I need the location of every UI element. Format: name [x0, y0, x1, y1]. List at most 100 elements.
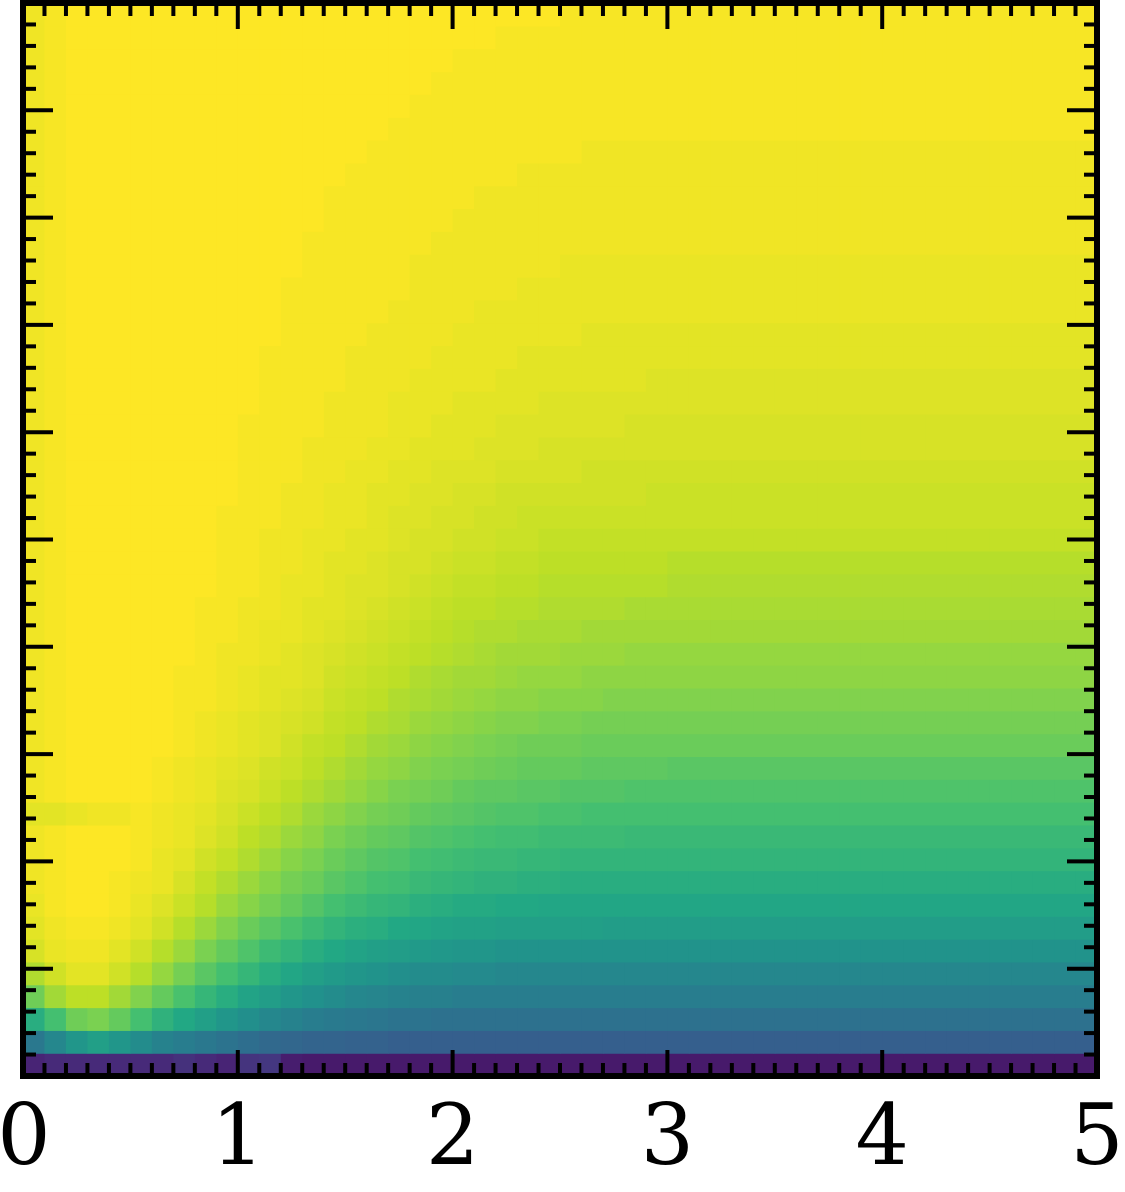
heatmap-cell — [452, 139, 475, 164]
heatmap-cell — [538, 687, 561, 712]
heatmap-cell — [173, 231, 196, 255]
heatmap-cell — [667, 596, 690, 620]
heatmap-cell — [753, 687, 776, 712]
heatmap-cell — [431, 893, 454, 917]
heatmap-cell — [495, 208, 518, 232]
heatmap-cell — [968, 1007, 991, 1031]
heatmap-cell — [989, 687, 1012, 712]
heatmap-cell — [280, 824, 303, 849]
heatmap-cell — [345, 916, 368, 940]
heatmap-cell — [237, 117, 260, 141]
heatmap-cell — [302, 824, 325, 849]
heatmap-cell — [1054, 482, 1077, 506]
heatmap-cell — [925, 162, 948, 187]
heatmap-cell — [602, 459, 626, 484]
heatmap-cell — [130, 573, 153, 598]
plot-frame — [20, 0, 1100, 1079]
heatmap-cell — [796, 642, 819, 666]
heatmap-cell — [731, 961, 754, 986]
heatmap-cell — [323, 139, 346, 164]
heatmap-cell — [65, 687, 89, 712]
heatmap-cell — [517, 391, 540, 415]
heatmap-cell — [216, 939, 239, 963]
heatmap-cell — [108, 276, 131, 301]
heatmap-cell — [87, 185, 110, 210]
heatmap-cell — [817, 779, 840, 803]
heatmap-cell — [1054, 802, 1077, 826]
heatmap-cell — [452, 870, 475, 894]
heatmap-cell — [474, 916, 497, 940]
heatmap-cell — [366, 482, 389, 506]
heatmap-cell — [688, 391, 711, 415]
heatmap-cell — [817, 916, 840, 940]
heatmap-cell — [581, 94, 604, 118]
heatmap-cell — [667, 254, 690, 278]
heatmap-cell — [989, 824, 1012, 849]
heatmap-cell — [968, 870, 991, 894]
heatmap-cell — [495, 299, 518, 324]
heatmap-cell — [23, 322, 46, 347]
heatmap-cell — [731, 391, 754, 415]
heatmap-cell — [1054, 231, 1077, 255]
heatmap-cell — [581, 756, 604, 780]
heatmap-cell — [345, 1030, 368, 1054]
heatmap-cell — [87, 368, 110, 392]
heatmap-cell — [860, 893, 883, 917]
heatmap-cell — [366, 733, 389, 757]
heatmap-cell — [817, 802, 840, 826]
heatmap-cell — [989, 459, 1012, 484]
heatmap-cell — [173, 413, 196, 438]
heatmap-cell — [817, 94, 840, 118]
heatmap-cell — [817, 48, 840, 73]
heatmap-cell — [1011, 528, 1034, 552]
heatmap-cell — [87, 3, 110, 27]
heatmap-cell — [903, 665, 926, 689]
heatmap-cell — [194, 733, 217, 757]
heatmap-cell — [495, 1053, 518, 1077]
heatmap-cell — [44, 117, 67, 141]
heatmap-cell — [581, 299, 604, 324]
heatmap-cell — [65, 231, 89, 255]
heatmap-cell — [65, 802, 89, 826]
heatmap-cell — [667, 413, 690, 438]
heatmap-cell — [173, 436, 196, 461]
heatmap-cell — [538, 1030, 561, 1054]
heatmap-cell — [946, 573, 969, 598]
heatmap-cell — [946, 642, 969, 666]
heatmap-cell — [517, 939, 540, 963]
heatmap-cell — [1032, 391, 1055, 415]
heatmap-cell — [774, 710, 797, 735]
heatmap-cell — [624, 71, 647, 95]
heatmap-cell — [108, 231, 131, 255]
heatmap-cell — [645, 824, 668, 849]
heatmap-cell — [903, 185, 926, 210]
heatmap-cell — [839, 573, 862, 598]
heatmap-cell — [731, 528, 754, 552]
heatmap-cell — [108, 528, 131, 552]
heatmap-cell — [23, 117, 46, 141]
heatmap-cell — [173, 505, 196, 529]
heatmap-cell — [624, 779, 647, 803]
heatmap-cell — [560, 573, 583, 598]
heatmap-cell — [431, 550, 454, 575]
heatmap-cell — [946, 368, 969, 392]
heatmap-cell — [946, 48, 969, 73]
heatmap-cell — [731, 48, 754, 73]
heatmap-cell — [1075, 665, 1098, 689]
heatmap-cell — [624, 48, 647, 73]
heatmap-cell — [624, 596, 647, 620]
heatmap-cell — [710, 642, 733, 666]
heatmap-cell — [1054, 322, 1077, 347]
heatmap-cell — [796, 984, 819, 1009]
heatmap-cell — [796, 573, 819, 598]
heatmap-cell — [280, 505, 303, 529]
heatmap-cell — [345, 619, 368, 643]
heatmap-cell — [366, 756, 389, 780]
heatmap-cell — [839, 642, 862, 666]
heatmap-cell — [44, 162, 67, 187]
heatmap-cell — [731, 482, 754, 506]
heatmap-cell — [903, 254, 926, 278]
heatmap-cell — [388, 459, 411, 484]
heatmap-cell — [409, 893, 432, 917]
heatmap-cell — [366, 642, 389, 666]
